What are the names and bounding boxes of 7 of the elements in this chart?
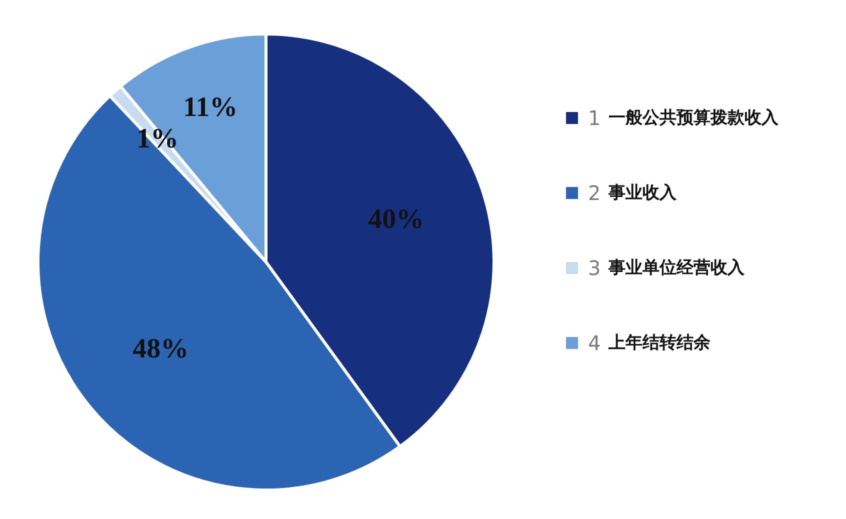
legend-label: 3 事业单位经营收入 bbox=[588, 256, 745, 280]
data-label: 11% bbox=[183, 92, 238, 124]
data-label: 48% bbox=[132, 334, 189, 365]
legend-label: 1 一般公共预算拨款收入 bbox=[588, 106, 779, 130]
data-label: 40% bbox=[368, 204, 424, 236]
legend-label: 4 上年结转结余 bbox=[588, 330, 711, 354]
legend-label: 2 事业收入 bbox=[588, 180, 677, 204]
